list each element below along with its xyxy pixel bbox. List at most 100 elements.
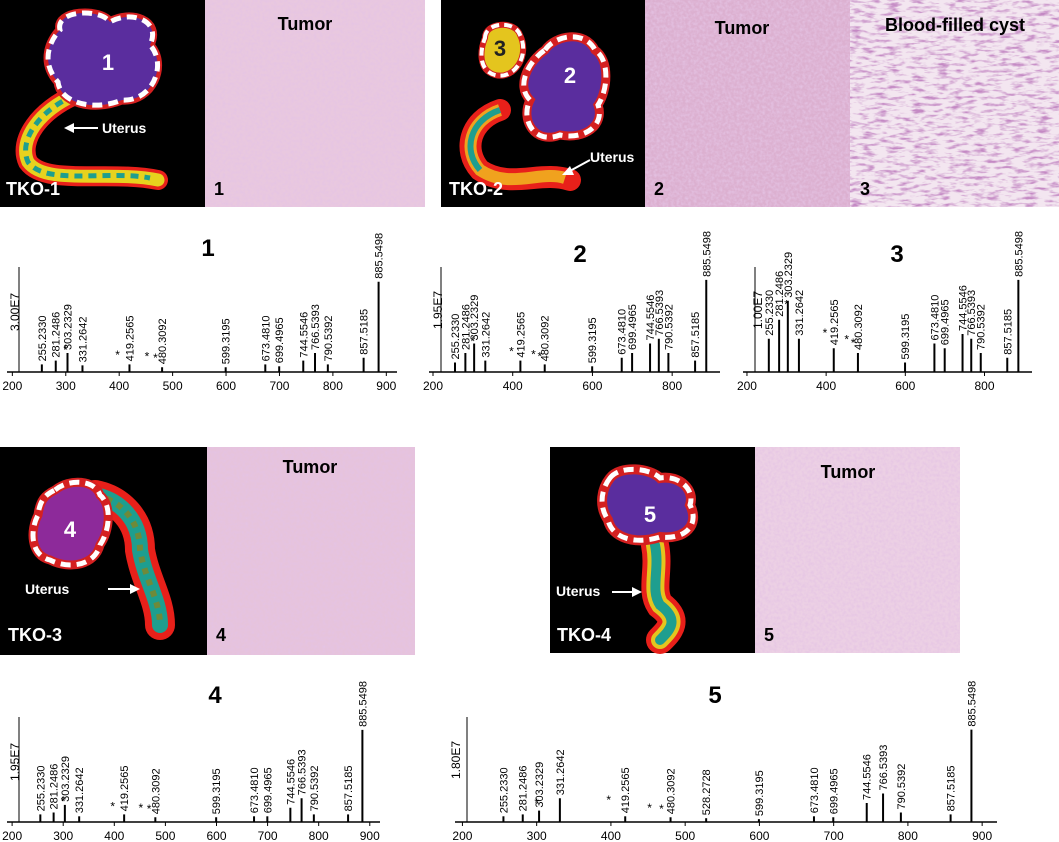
peak-label: 419.2565 [515, 312, 527, 358]
peak-label: 857.5185 [690, 312, 702, 358]
panel-tko-1: 1 Uterus TKO-1 Tumor 1 [0, 0, 425, 207]
peak-label: 303.2329 [62, 304, 74, 350]
peak-label: 599.3195 [900, 314, 912, 360]
annotation: * [531, 347, 536, 361]
uterus-shape [94, 492, 163, 626]
x-tick-label: 800 [898, 829, 918, 842]
annotation: * [509, 344, 514, 358]
chart-title: 5 [708, 682, 721, 709]
peak-label: 281.2486 [460, 304, 472, 350]
peak-label: 303.2329 [469, 295, 481, 341]
peak-label: 599.3195 [221, 318, 233, 364]
x-tick-label: 600 [749, 829, 769, 842]
tumor-region [30, 479, 111, 568]
y-axis-label: 3.00E7 [8, 293, 22, 331]
arrow-head [562, 166, 574, 175]
x-tick-label: 200 [2, 829, 22, 842]
x-tick-label: 900 [972, 829, 992, 842]
x-tick-label: 500 [163, 379, 183, 393]
x-tick-label: 600 [206, 829, 226, 842]
peak-label: 255.2330 [764, 290, 776, 336]
annotation: * [537, 349, 542, 363]
peak-label: 255.2330 [37, 316, 49, 362]
mouse-label: TKO-3 [8, 625, 62, 645]
peak-label: 790.5392 [976, 304, 988, 350]
x-tick-label: 800 [974, 379, 994, 393]
x-tick-label: 700 [269, 379, 289, 393]
uterus-label: Uterus [590, 149, 635, 165]
peak-label: 699.4965 [262, 767, 274, 813]
peak-label: 885.5498 [1013, 231, 1025, 277]
peak-label: 331.2642 [74, 767, 86, 813]
histology-texture [850, 0, 1059, 207]
annotation: * [647, 801, 652, 815]
x-tick-label: 200 [452, 829, 472, 842]
peak-label: 744.5546 [645, 295, 657, 341]
peak-label: 699.4965 [828, 768, 840, 814]
peak-label: 885.5498 [374, 233, 386, 279]
y-axis-label: 1.95E7 [8, 743, 22, 781]
histology-texture [207, 447, 415, 655]
x-tick-label: 600 [895, 379, 915, 393]
peak-label: 303.2329 [60, 756, 72, 802]
peak-label: 331.2642 [77, 316, 89, 362]
uterus-shape [467, 107, 502, 173]
peak-label: 790.5392 [663, 304, 675, 350]
peak-label: 281.2486 [49, 764, 61, 810]
annotation: * [145, 350, 150, 364]
spectrum: 2 1.95E7 200 400 600 800 255.2330281.2486303.2… [423, 231, 720, 393]
x-tick-label: 300 [53, 829, 73, 842]
uterus-label: Uterus [25, 581, 70, 597]
tumor-region [521, 34, 609, 140]
peak-label: 790.5392 [896, 764, 908, 810]
peak-label: 419.2565 [620, 767, 632, 813]
peak-label: 255.2330 [450, 314, 462, 360]
peak-label: 599.3195 [754, 770, 766, 816]
histology-number: 2 [654, 179, 664, 199]
region-label: 1 [102, 50, 114, 75]
chart-title: 4 [208, 682, 222, 709]
y-axis-label: 1.80E7 [449, 741, 463, 779]
peak-label: 766.5393 [297, 749, 309, 795]
peak-label: 480.3092 [666, 768, 678, 814]
x-tick-label: 700 [824, 829, 844, 842]
msi-background [0, 447, 207, 655]
x-tick-label: 700 [258, 829, 278, 842]
annotation: * [115, 348, 120, 362]
x-tick-label: 800 [662, 379, 682, 393]
annotation: * [823, 326, 828, 340]
x-tick-label: 200 [2, 379, 22, 393]
x-tick-label: 400 [503, 379, 523, 393]
peak-label: 255.2330 [498, 767, 510, 813]
peak-label: 480.3092 [157, 318, 169, 364]
x-tick-label: 800 [323, 379, 343, 393]
peak-label: 885.5498 [357, 681, 369, 727]
peak-label: 255.2330 [35, 766, 47, 812]
annotation: * [61, 794, 66, 808]
peak-label: 857.5185 [1002, 309, 1014, 355]
x-tick-label: 400 [109, 379, 129, 393]
histology-caption: Tumor [278, 14, 333, 34]
histology-caption: Tumor [715, 18, 770, 38]
chart-title: 3 [890, 241, 903, 268]
uterus-label: Uterus [556, 583, 601, 599]
peak-label: 766.5393 [878, 745, 890, 791]
annotation: * [606, 793, 611, 807]
panel-tko-4: 5 Uterus TKO-4 Tumor 5 [550, 447, 960, 654]
peak-label: 699.4965 [627, 304, 639, 350]
annotation: * [110, 799, 115, 813]
uterus-label: Uterus [102, 120, 147, 136]
peak-label: 303.2329 [783, 252, 795, 298]
peak-label: 857.5185 [359, 309, 371, 355]
peak-label: 419.2565 [119, 766, 131, 812]
annotation: * [63, 343, 68, 357]
tumor-region [599, 466, 696, 543]
peak-label: 480.3092 [853, 304, 865, 350]
uterus-shape [23, 92, 151, 181]
histology-texture [645, 0, 850, 207]
annotation: * [784, 297, 789, 311]
chart-title: 2 [573, 241, 586, 268]
